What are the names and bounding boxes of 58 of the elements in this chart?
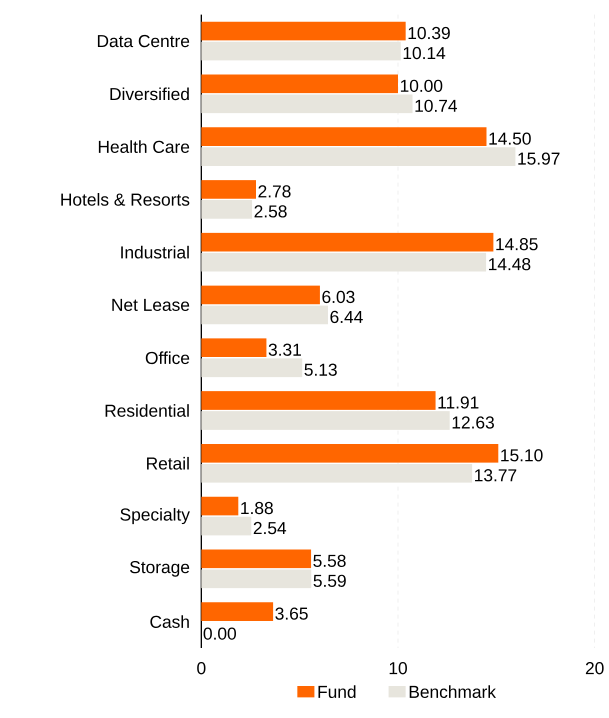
bar	[202, 180, 256, 199]
y-tick-label: Industrial	[121, 246, 189, 259]
data-label: 14.85	[496, 238, 538, 250]
bar	[202, 232, 494, 252]
bar	[202, 127, 487, 146]
y-tick-label: Storage	[130, 560, 190, 577]
bar	[202, 391, 436, 410]
bar	[202, 200, 252, 219]
bar	[202, 358, 302, 378]
data-label: 2.78	[258, 185, 291, 198]
data-label: 10.00	[401, 80, 442, 92]
bar	[202, 444, 498, 463]
bar	[202, 286, 320, 304]
y-tick-label: Net Lease	[112, 298, 190, 311]
data-label: 5.58	[314, 554, 346, 567]
bar	[202, 496, 238, 516]
x-tick-label: 20	[586, 662, 604, 674]
data-label: 0.00	[204, 627, 236, 640]
bar	[202, 74, 398, 94]
data-label: 2.58	[254, 205, 287, 218]
y-tick-label: Diversified	[110, 87, 189, 100]
data-label: 3.65	[276, 607, 308, 620]
bar	[202, 306, 328, 324]
bar	[202, 516, 252, 536]
data-label: 10.14	[404, 46, 446, 60]
data-label: 3.31	[268, 344, 302, 356]
data-label: 5.13	[304, 364, 337, 376]
legend-label: Benchmark	[410, 685, 496, 698]
data-label: 14.48	[489, 258, 530, 270]
y-tick-label: Health Care	[99, 140, 190, 153]
data-label: 14.50	[490, 132, 531, 145]
data-label: 11.91	[438, 396, 479, 409]
data-label: 1.88	[241, 502, 274, 514]
legend-label: Fund	[318, 685, 356, 698]
data-label: 15.97	[518, 152, 560, 165]
y-tick-label: Cash	[150, 615, 189, 628]
bar	[202, 602, 274, 621]
x-tick-label: 0	[197, 662, 206, 674]
y-tick-label: Data Centre	[98, 34, 190, 48]
data-label: 6.44	[330, 310, 363, 324]
data-label: 5.59	[314, 574, 346, 587]
bar	[202, 338, 267, 358]
y-tick-label: Office	[146, 351, 190, 364]
y-tick-label: Hotels & Resorts	[62, 193, 190, 206]
y-tick-label: Residential	[106, 404, 189, 417]
bar	[202, 22, 406, 40]
bar	[202, 550, 312, 568]
data-label: 2.54	[254, 522, 286, 534]
x-tick-label: 10	[390, 662, 408, 674]
data-label: 15.10	[501, 449, 543, 462]
data-label: 10.39	[408, 26, 450, 40]
data-label: 10.74	[416, 100, 458, 112]
data-label: 12.63	[452, 416, 494, 429]
bar	[202, 570, 312, 588]
y-tick-label: Retail	[147, 456, 189, 470]
y-tick-label: Specialty	[120, 508, 190, 524]
data-label: 6.03	[322, 290, 355, 304]
data-label: 13.77	[475, 469, 516, 482]
